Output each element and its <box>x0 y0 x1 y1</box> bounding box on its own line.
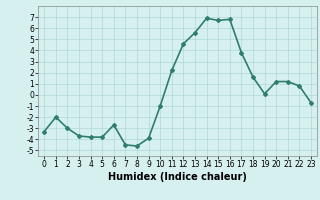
X-axis label: Humidex (Indice chaleur): Humidex (Indice chaleur) <box>108 172 247 182</box>
